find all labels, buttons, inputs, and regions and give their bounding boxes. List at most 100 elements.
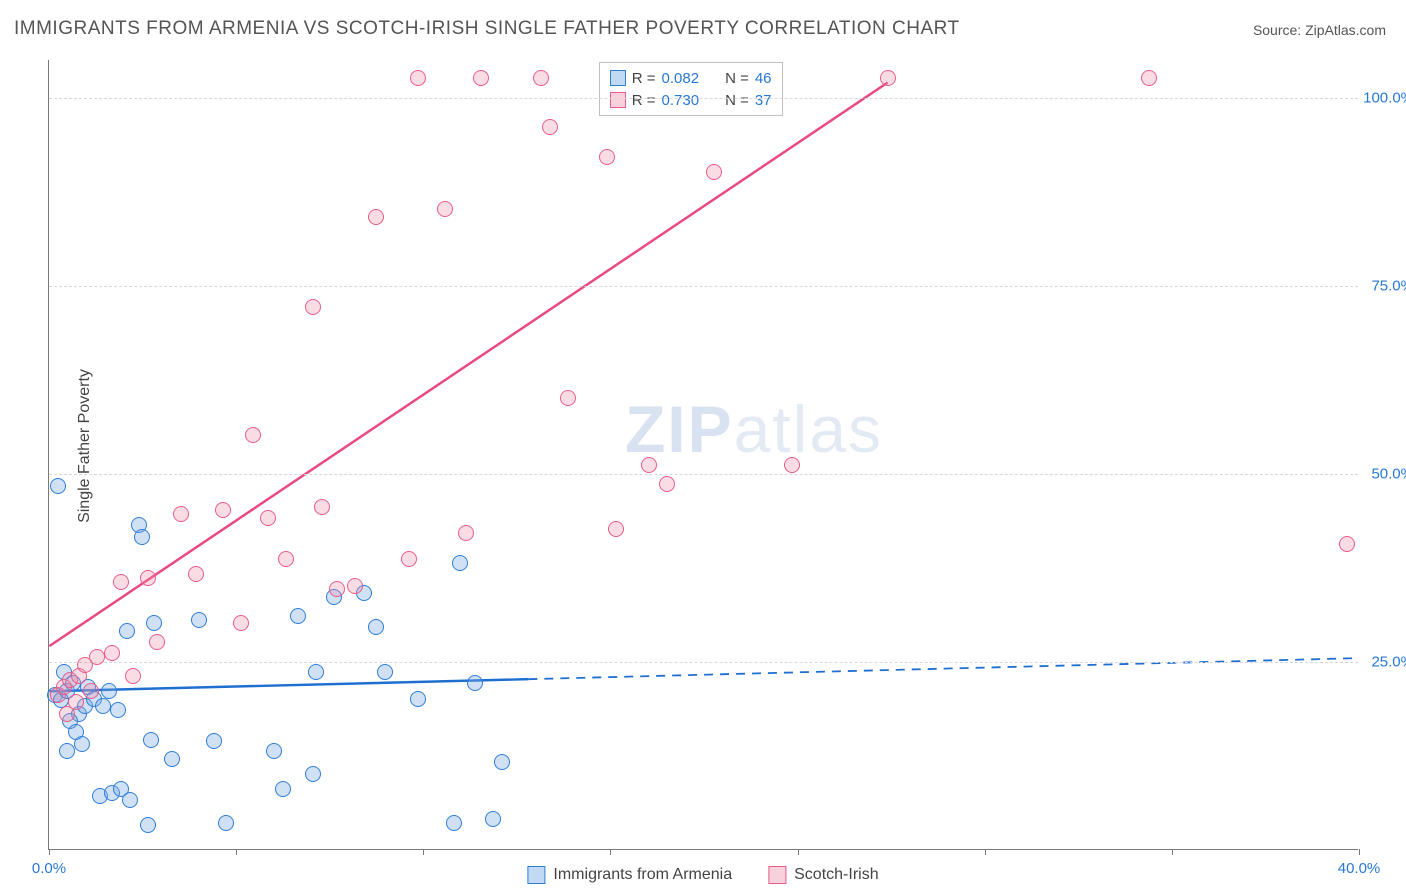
x-tick-mark [1172,849,1173,855]
scatter-point-armenia [290,608,306,624]
series-legend: Immigrants from Armenia Scotch-Irish [527,866,878,884]
scatter-point-scotch [880,70,896,86]
scatter-point-scotch [329,581,345,597]
scatter-point-scotch [347,578,363,594]
scatter-point-armenia [95,698,111,714]
legend-r-label: R = [632,92,656,109]
x-tick-mark [985,849,986,855]
x-tick-label-left: 0.0% [32,860,66,877]
scatter-point-armenia [74,736,90,752]
legend-swatch [768,866,786,884]
scatter-point-scotch [104,645,120,661]
scatter-point-scotch [125,668,141,684]
x-tick-mark [1359,849,1360,855]
y-tick-label: 75.0% [1362,277,1406,294]
scatter-point-scotch [401,551,417,567]
scatter-point-scotch [706,164,722,180]
scatter-point-armenia [452,555,468,571]
scatter-point-armenia [134,529,150,545]
scatter-point-scotch [608,521,624,537]
legend-r-label: R = [632,70,656,87]
scatter-point-scotch [278,551,294,567]
x-tick-mark [236,849,237,855]
series-legend-item[interactable]: Immigrants from Armenia [527,866,732,884]
scatter-point-armenia [485,811,501,827]
plot-area: ZIPatlas R = 0.082N = 46R = 0.730N = 37 … [48,60,1358,850]
scatter-point-scotch [215,502,231,518]
scatter-point-scotch [560,390,576,406]
scatter-point-scotch [59,706,75,722]
legend-r-value: 0.730 [662,92,700,109]
scatter-point-scotch [533,70,549,86]
y-tick-label: 50.0% [1362,465,1406,482]
scatter-point-scotch [458,525,474,541]
scatter-point-armenia [308,664,324,680]
scatter-point-armenia [101,683,117,699]
y-tick-label: 25.0% [1362,653,1406,670]
scatter-point-armenia [494,754,510,770]
scatter-point-armenia [140,817,156,833]
x-tick-mark [49,849,50,855]
legend-n-value: 46 [755,70,772,87]
chart-title: IMMIGRANTS FROM ARMENIA VS SCOTCH-IRISH … [14,18,960,40]
legend-r-value: 0.082 [662,70,700,87]
scatter-point-armenia [110,702,126,718]
scatter-point-scotch [245,427,261,443]
gridline-h [49,98,1358,99]
legend-swatch [610,92,626,108]
scatter-point-scotch [188,566,204,582]
series-legend-item[interactable]: Scotch-Irish [768,866,878,884]
legend-n-label: N = [725,70,749,87]
legend-swatch [527,866,545,884]
scatter-point-scotch [113,574,129,590]
scatter-point-scotch [260,510,276,526]
scatter-point-scotch [1339,536,1355,552]
scatter-point-scotch [83,683,99,699]
x-tick-mark [423,849,424,855]
scatter-point-scotch [542,119,558,135]
scatter-point-armenia [50,478,66,494]
scatter-point-scotch [89,649,105,665]
scatter-point-scotch [599,149,615,165]
scatter-point-armenia [467,675,483,691]
legend-n-value: 37 [755,92,772,109]
scatter-point-scotch [233,615,249,631]
scatter-point-armenia [143,732,159,748]
scatter-point-scotch [1141,70,1157,86]
scatter-point-scotch [410,70,426,86]
trend-line [49,83,887,647]
source-label: Source: [1253,22,1305,38]
gridline-h [49,474,1358,475]
y-tick-label: 100.0% [1362,89,1406,106]
trend-line [49,679,528,691]
scatter-point-armenia [119,623,135,639]
scatter-point-scotch [473,70,489,86]
scatter-point-scotch [149,634,165,650]
legend-row: R = 0.082 N = 46 [610,67,772,89]
scatter-point-armenia [191,612,207,628]
legend-series-label: Scotch-Irish [794,866,878,884]
trend-lines-layer [49,60,1358,849]
scatter-point-scotch [173,506,189,522]
chart-container: IMMIGRANTS FROM ARMENIA VS SCOTCH-IRISH … [0,0,1406,892]
x-tick-mark [798,849,799,855]
x-tick-label-right: 40.0% [1338,860,1381,877]
scatter-point-scotch [305,299,321,315]
scatter-point-armenia [368,619,384,635]
scatter-point-armenia [122,792,138,808]
gridline-h [49,662,1358,663]
scatter-point-scotch [437,201,453,217]
scatter-point-scotch [368,209,384,225]
scatter-point-scotch [784,457,800,473]
legend-swatch [610,70,626,86]
scatter-point-scotch [659,476,675,492]
scatter-point-armenia [305,766,321,782]
scatter-point-scotch [641,457,657,473]
scatter-point-armenia [59,743,75,759]
source-link[interactable]: ZipAtlas.com [1305,22,1386,38]
legend-n-label: N = [725,92,749,109]
scatter-point-armenia [206,733,222,749]
scatter-point-armenia [146,615,162,631]
gridline-h [49,286,1358,287]
scatter-point-armenia [377,664,393,680]
